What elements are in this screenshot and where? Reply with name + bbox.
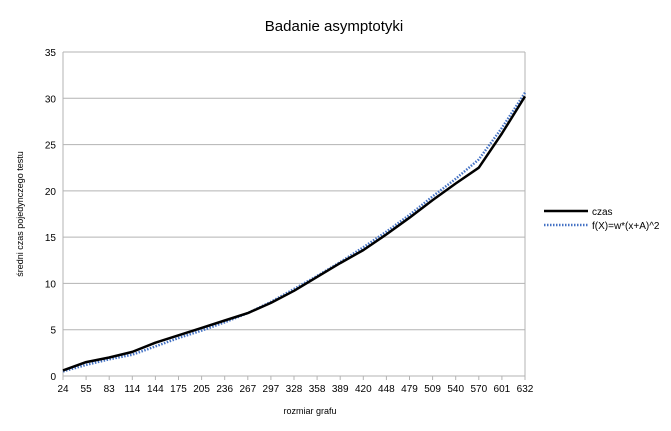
- x-tick-label: 297: [263, 384, 280, 395]
- x-tick-label: 420: [355, 384, 372, 395]
- x-axis-label: rozmiar grafu: [283, 406, 336, 416]
- legend-label-0: czas: [592, 207, 613, 218]
- x-tick-label: 144: [147, 384, 164, 395]
- series-line-1: [62, 92, 527, 373]
- x-tick-label: 358: [309, 384, 326, 395]
- x-tick-label: 114: [124, 384, 140, 395]
- y-tick-label: 5: [50, 326, 56, 337]
- x-tick-label: 83: [104, 384, 116, 395]
- x-tick-label: 509: [424, 384, 441, 395]
- series-line-0: [62, 95, 527, 372]
- x-tick-label: 24: [57, 384, 69, 395]
- x-tick-label: 632: [517, 384, 534, 395]
- x-tick-label: 328: [286, 384, 303, 395]
- y-tick-labels: 0 5 10 15 20 25 30 35: [45, 48, 57, 383]
- x-tick-label: 570: [470, 384, 487, 395]
- y-tick-label: 15: [45, 233, 57, 244]
- legend: czas f(X)=w*(x+A)^2: [544, 207, 660, 232]
- x-tick-label: 267: [239, 384, 256, 395]
- x-tick-label: 601: [494, 384, 511, 395]
- y-tick-label: 10: [45, 279, 57, 290]
- y-tick-label: 25: [45, 141, 57, 152]
- y-tick-label: 20: [45, 187, 57, 198]
- legend-label-1: f(X)=w*(x+A)^2: [592, 221, 660, 232]
- x-tick-label: 236: [216, 384, 233, 395]
- x-tick-label: 540: [447, 384, 464, 395]
- x-tick-label: 448: [378, 384, 395, 395]
- y-axis-label: średni czas pojedynczego testu: [15, 151, 25, 277]
- x-tick-label: 479: [401, 384, 418, 395]
- y-tick-label: 35: [45, 48, 57, 59]
- y-tick-label: 30: [45, 94, 57, 105]
- x-tick-label: 389: [332, 384, 349, 395]
- x-tick-label: 205: [193, 384, 210, 395]
- chart-title: Badanie asymptotyki: [265, 18, 403, 35]
- x-tick-label: 175: [170, 384, 187, 395]
- x-tick-label: 55: [81, 384, 93, 395]
- gridlines: [62, 51, 526, 377]
- x-tick-labels: 24 55 83 114 144 175 205 236 267 297 328 358 389 420 4…: [57, 376, 534, 395]
- series-lines: [62, 92, 527, 373]
- y-tick-label: 0: [50, 372, 56, 383]
